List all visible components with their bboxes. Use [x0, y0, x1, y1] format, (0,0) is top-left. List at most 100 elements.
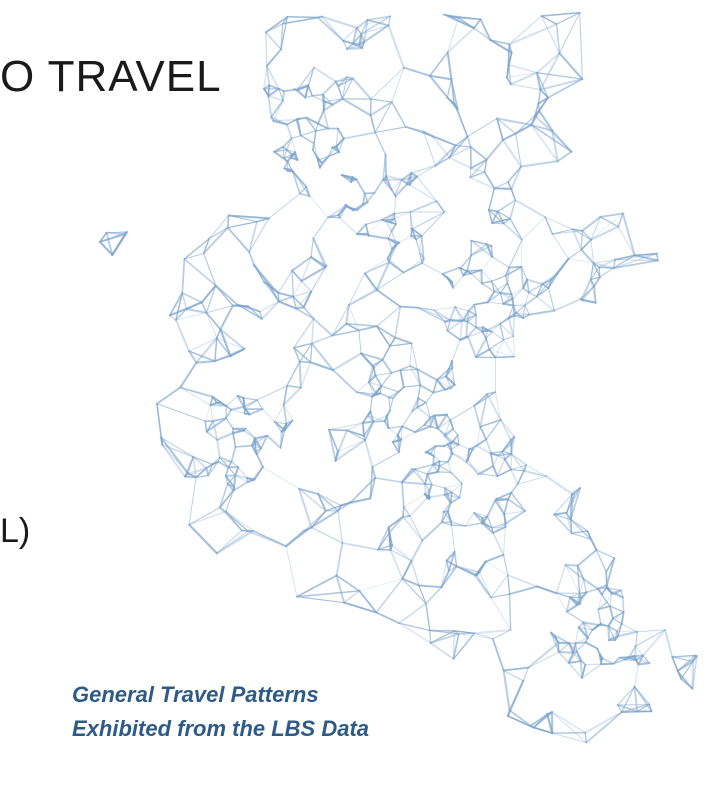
- network-edge: [383, 346, 390, 360]
- network-edge: [268, 97, 271, 118]
- network-edge: [513, 336, 514, 356]
- network-edge: [377, 326, 395, 337]
- network-edge: [453, 429, 458, 435]
- network-edge: [404, 507, 410, 516]
- network-edge: [210, 405, 213, 421]
- network-edge: [522, 217, 545, 240]
- network-edge: [495, 501, 504, 515]
- network-edge: [504, 527, 506, 555]
- network-edge: [357, 224, 366, 234]
- network-edge: [569, 663, 582, 678]
- network-edge: [410, 498, 427, 516]
- network-edge: [433, 456, 434, 464]
- network-edge: [511, 470, 518, 485]
- network-edge: [413, 212, 445, 229]
- network-edge: [537, 53, 560, 72]
- network-edge: [220, 306, 233, 330]
- network-edge: [525, 297, 537, 306]
- network-edge: [292, 271, 301, 281]
- network-edge: [292, 271, 293, 297]
- network-edge: [448, 331, 461, 340]
- network-edge: [189, 525, 217, 554]
- network-edge: [504, 670, 524, 681]
- network-edge: [388, 259, 404, 273]
- network-edge: [314, 67, 336, 81]
- network-edge: [283, 147, 284, 158]
- network-edge: [296, 307, 304, 308]
- network-edge: [431, 643, 454, 659]
- network-edge: [312, 336, 332, 344]
- network-edge: [417, 369, 437, 380]
- network-edge: [481, 474, 497, 476]
- network-edge: [254, 265, 269, 284]
- network-edge: [588, 630, 593, 638]
- network-edge: [310, 196, 329, 217]
- network-edge: [215, 349, 244, 361]
- network-edge: [636, 632, 638, 646]
- network-edge: [636, 630, 666, 646]
- network-edge: [524, 471, 546, 476]
- network-edge: [395, 338, 412, 344]
- network-edge: [365, 440, 372, 467]
- network-edge: [430, 52, 448, 76]
- network-edge: [618, 632, 637, 636]
- network-edge: [580, 579, 584, 593]
- network-edge: [482, 332, 486, 339]
- network-edge: [269, 85, 270, 95]
- network-edge: [180, 388, 210, 406]
- network-edge: [287, 17, 318, 18]
- network-edge: [509, 65, 537, 73]
- network-edge: [482, 281, 492, 283]
- network-edges: [100, 13, 697, 743]
- network-edge: [283, 91, 284, 100]
- network-edge: [287, 362, 300, 386]
- network-edge: [493, 456, 498, 467]
- network-edge: [235, 467, 238, 475]
- network-edge: [556, 565, 565, 593]
- network-edge: [636, 646, 637, 660]
- network-edge: [302, 266, 327, 281]
- network-edge: [216, 286, 233, 306]
- network-edge: [586, 589, 598, 593]
- network-edge: [257, 400, 262, 409]
- network-edge: [497, 119, 503, 140]
- network-edge: [681, 679, 692, 689]
- network-edge: [623, 214, 635, 256]
- network-edge: [460, 321, 462, 340]
- network-edge: [269, 89, 279, 96]
- network-edge: [443, 268, 460, 274]
- network-edge: [548, 79, 582, 98]
- network-edge: [308, 85, 312, 96]
- network-edge: [338, 511, 342, 543]
- network-edge: [365, 273, 377, 290]
- network-edge: [417, 407, 430, 417]
- network-edge: [512, 167, 522, 189]
- travel-network: [0, 0, 714, 789]
- network-edge: [462, 321, 468, 322]
- network-edge: [447, 79, 451, 97]
- network-edge: [523, 668, 528, 681]
- network-edge: [228, 467, 235, 475]
- network-edge: [157, 404, 205, 421]
- network-edge: [458, 435, 459, 445]
- network-edge: [275, 405, 284, 422]
- network-edge: [504, 336, 514, 339]
- network-edge: [598, 589, 602, 595]
- network-edge: [465, 523, 482, 526]
- network-edge: [417, 177, 437, 202]
- network-edge: [182, 293, 202, 302]
- network-edge: [430, 631, 431, 644]
- network-edge: [491, 594, 510, 598]
- network-edge: [402, 469, 412, 482]
- network-edge: [279, 302, 296, 309]
- network-edge: [368, 193, 375, 202]
- network-edge: [451, 473, 462, 484]
- network-edge: [511, 493, 525, 511]
- network-edge: [540, 53, 559, 89]
- network-edge: [217, 433, 233, 440]
- network-edge: [264, 66, 267, 89]
- network-edge: [493, 466, 497, 476]
- network-edge: [369, 236, 388, 239]
- network-edge: [422, 212, 445, 236]
- network-edge: [291, 136, 300, 139]
